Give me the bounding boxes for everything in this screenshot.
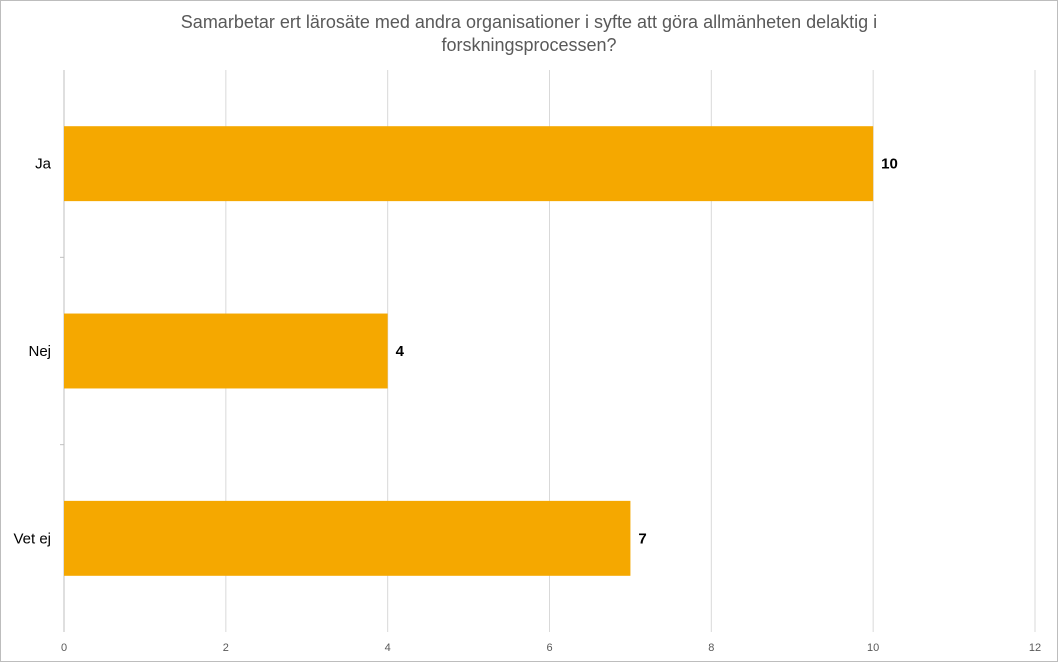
data-label: 4 xyxy=(396,343,405,360)
x-axis: 0 2 4 6 8 10 12 xyxy=(61,642,1041,654)
x-tick-label: 8 xyxy=(708,642,714,654)
bar-nej xyxy=(64,313,388,389)
data-labels: 10 4 7 xyxy=(396,156,898,548)
bar-ja xyxy=(64,126,874,202)
y-tick-label: Ja xyxy=(35,156,52,173)
x-tick-label: 2 xyxy=(223,642,229,654)
y-tick-label: Vet ej xyxy=(13,530,51,547)
data-label: 7 xyxy=(638,530,646,547)
data-label: 10 xyxy=(881,156,898,173)
x-tick-label: 0 xyxy=(61,642,67,654)
x-tick-label: 12 xyxy=(1029,642,1041,654)
y-axis: Ja Nej Vet ej xyxy=(13,156,64,547)
bars xyxy=(64,126,874,576)
x-tick-label: 10 xyxy=(867,642,879,654)
x-tick-label: 6 xyxy=(546,642,552,654)
y-tick-label: Nej xyxy=(28,343,51,360)
x-tick-label: 4 xyxy=(385,642,391,654)
chart-title: Samarbetar ert lärosäte med andra organi… xyxy=(180,12,878,55)
bar-vet-ej xyxy=(64,500,631,576)
